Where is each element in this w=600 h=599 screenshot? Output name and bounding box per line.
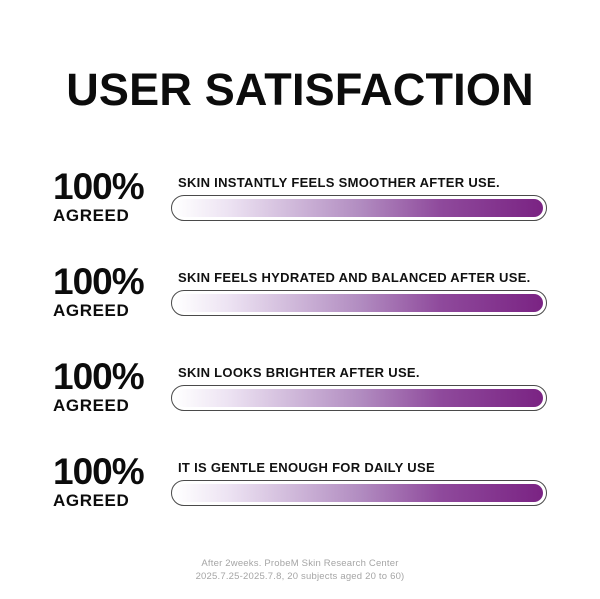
percent-value: 100% [53,261,145,303]
source-note: After 2weeks. ProbeM Skin Research Cente… [53,558,547,584]
agreed-label: AGREED [53,396,130,416]
bar-column: SKIN LOOKS BRIGHTER AFTER USE. [171,365,547,412]
satisfaction-row: 100% AGREED SKIN LOOKS BRIGHTER AFTER US… [53,356,547,416]
agreed-label: AGREED [53,301,130,321]
progress-bar-fill [175,294,543,313]
percent-block: 100% AGREED [53,261,159,321]
percent-value: 100% [53,451,145,493]
percent-value: 100% [53,166,145,208]
satisfaction-row: 100% AGREED IT IS GENTLE ENOUGH FOR DAIL… [53,451,547,511]
satisfaction-row: 100% AGREED SKIN INSTANTLY FEELS SMOOTHE… [53,166,547,226]
progress-bar-track [171,385,547,412]
percent-block: 100% AGREED [53,356,159,416]
bar-column: IT IS GENTLE ENOUGH FOR DAILY USE [171,460,547,507]
source-note-line1: After 2weeks. ProbeM Skin Research Cente… [201,558,399,570]
percent-block: 100% AGREED [53,451,159,511]
progress-bar-track [171,195,547,222]
progress-bar-fill [175,389,543,408]
percent-value: 100% [53,356,145,398]
progress-bar-fill [175,484,543,503]
bar-column: SKIN INSTANTLY FEELS SMOOTHER AFTER USE. [171,175,547,222]
source-note-line2: 2025.7.25-2025.7.8, 20 subjects aged 20 … [195,571,405,583]
bar-column: SKIN FEELS HYDRATED AND BALANCED AFTER U… [171,270,547,317]
page-title: USER SATISFACTION [66,64,534,115]
agreed-label: AGREED [53,491,130,511]
progress-bar-track [171,290,547,317]
satisfaction-rows: 100% AGREED SKIN INSTANTLY FEELS SMOOTHE… [53,166,547,511]
progress-bar-track [171,480,547,507]
percent-block: 100% AGREED [53,166,159,226]
statement-text: IT IS GENTLE ENOUGH FOR DAILY USE [178,460,435,476]
statement-text: SKIN LOOKS BRIGHTER AFTER USE. [178,365,420,381]
progress-bar-fill [175,199,543,218]
agreed-label: AGREED [53,206,130,226]
statement-text: SKIN INSTANTLY FEELS SMOOTHER AFTER USE. [178,175,500,191]
statement-text: SKIN FEELS HYDRATED AND BALANCED AFTER U… [178,270,531,286]
satisfaction-row: 100% AGREED SKIN FEELS HYDRATED AND BALA… [53,261,547,321]
